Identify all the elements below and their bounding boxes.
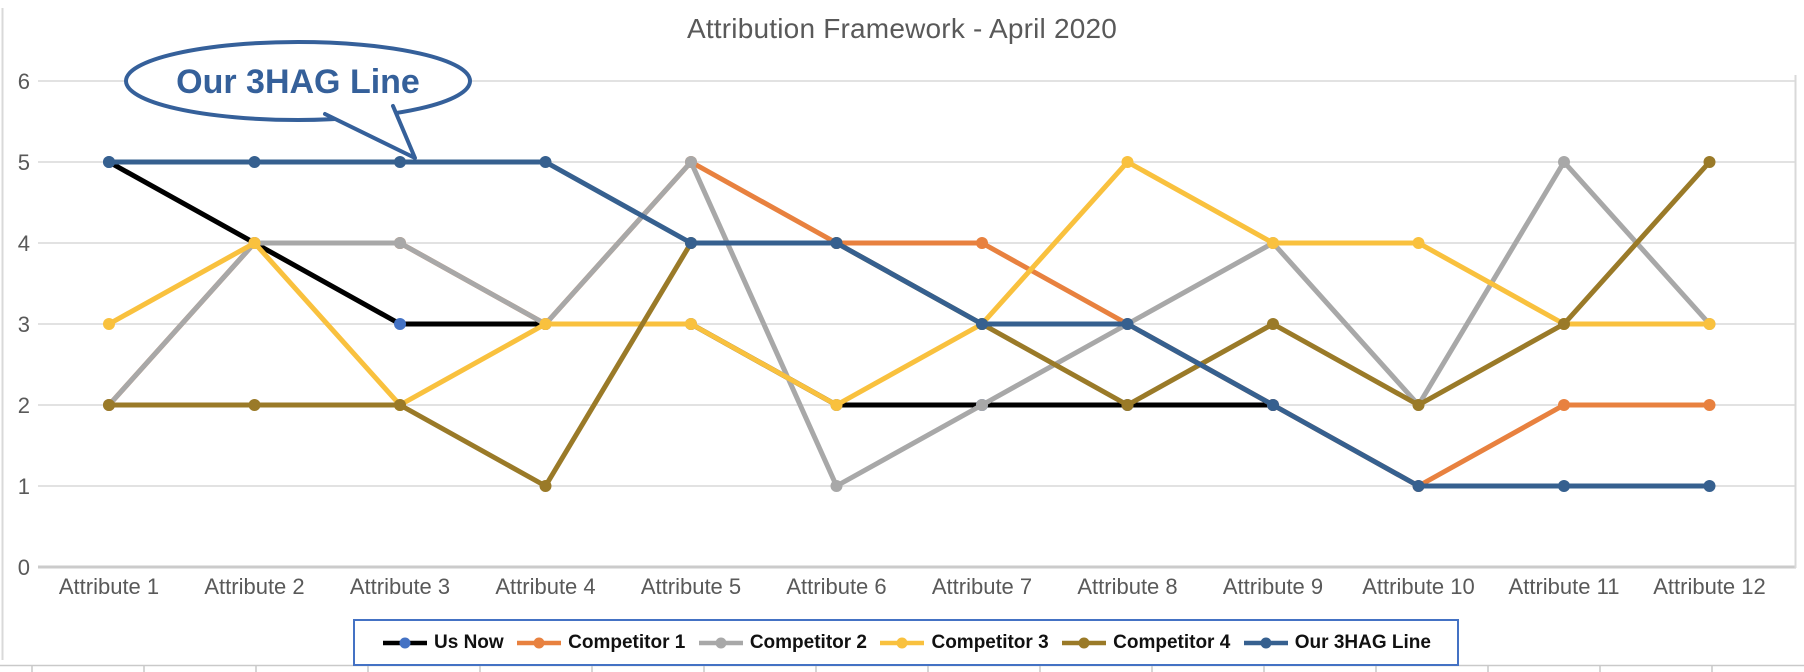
x-axis-label-attribute-12: Attribute 12 — [1653, 574, 1766, 599]
y-axis-label-5: 5 — [18, 150, 30, 175]
y-axis-label-2: 2 — [18, 393, 30, 418]
marker-our-3hag-line-attribute-10[interactable] — [1412, 480, 1425, 492]
marker-competitor-3-attribute-12[interactable] — [1703, 318, 1716, 330]
legend-item-label: Competitor 2 — [749, 631, 867, 653]
marker-our-3hag-line-attribute-6[interactable] — [830, 237, 843, 249]
legend-marker-icon — [896, 637, 908, 648]
legend-marker-icon — [715, 637, 727, 648]
marker-our-3hag-line-attribute-4[interactable] — [539, 156, 552, 168]
callout-bubble[interactable]: Our 3HAG Line — [124, 40, 472, 160]
marker-our-3hag-line-attribute-11[interactable] — [1558, 480, 1570, 492]
legend-item-label: Us Now — [434, 631, 504, 653]
plot-line-competitor-3[interactable] — [106, 159, 1712, 408]
legend-item-label: Competitor 1 — [568, 631, 686, 653]
legend-swatch-us-now — [383, 637, 427, 648]
x-axis-label-attribute-10: Attribute 10 — [1362, 574, 1475, 599]
marker-us-now-attribute-3[interactable] — [394, 318, 406, 330]
x-axis-label-attribute-5: Attribute 5 — [641, 574, 741, 599]
legend-item-competitor-2[interactable]: Competitor 2 — [697, 632, 867, 654]
marker-competitor-3-attribute-6[interactable] — [830, 399, 843, 411]
marker-competitor-3-attribute-5[interactable] — [685, 318, 697, 330]
callout-text: Our 3HAG Line — [176, 63, 420, 101]
marker-competitor-2-attribute-7[interactable] — [976, 399, 988, 411]
x-axis-label-attribute-8: Attribute 8 — [1077, 574, 1177, 599]
legend-swatch-competitor-3 — [880, 637, 925, 648]
legend-marker-icon — [399, 637, 411, 648]
marker-our-3hag-line-attribute-7[interactable] — [976, 318, 988, 330]
bottom-cell-strip — [0, 664, 1804, 672]
marker-competitor-3-attribute-10[interactable] — [1412, 237, 1425, 249]
marker-competitor-2-attribute-11[interactable] — [1558, 156, 1570, 168]
legend-swatch-competitor-1 — [517, 637, 562, 648]
marker-competitor-4-attribute-9[interactable] — [1267, 318, 1279, 330]
marker-competitor-4-attribute-3[interactable] — [394, 399, 406, 411]
marker-competitor-4-attribute-11[interactable] — [1558, 318, 1570, 330]
marker-competitor-3-attribute-8[interactable] — [1121, 156, 1134, 168]
callout-ellipse — [124, 40, 472, 122]
x-axis-label-attribute-1: Attribute 1 — [59, 574, 159, 599]
y-axis-label-1: 1 — [18, 474, 30, 499]
marker-competitor-2-attribute-6[interactable] — [830, 480, 843, 492]
marker-competitor-1-attribute-12[interactable] — [1703, 399, 1716, 411]
y-axis-label-4: 4 — [18, 231, 30, 256]
legend-item-label: Our 3HAG Line — [1294, 631, 1431, 653]
chart-title: Attribution Framework - April 2020 — [686, 13, 1118, 44]
legend-item-competitor-4[interactable]: Competitor 4 — [1060, 632, 1230, 654]
marker-competitor-3-attribute-1[interactable] — [103, 318, 115, 330]
x-axis-label-attribute-7: Attribute 7 — [932, 574, 1032, 599]
marker-our-3hag-line-attribute-2[interactable] — [248, 156, 261, 168]
legend-item-competitor-3[interactable]: Competitor 3 — [878, 631, 1049, 654]
marker-competitor-4-attribute-2[interactable] — [248, 399, 261, 411]
marker-our-3hag-line-attribute-3[interactable] — [394, 156, 406, 168]
legend-marker-icon — [1078, 637, 1090, 648]
y-axis-label-6: 6 — [18, 69, 30, 94]
marker-competitor-4-attribute-12[interactable] — [1703, 156, 1716, 168]
legend-marker-icon — [1260, 637, 1272, 648]
legend-marker-icon — [533, 637, 545, 648]
marker-competitor-3-attribute-4[interactable] — [539, 318, 552, 330]
callout-tail — [323, 104, 417, 160]
x-axis-label-attribute-11: Attribute 11 — [1509, 574, 1620, 599]
marker-competitor-1-attribute-11[interactable] — [1558, 399, 1570, 411]
marker-competitor-3-attribute-2[interactable] — [248, 237, 261, 249]
legend-item-our-3hag-line[interactable]: Our 3HAG Line — [1242, 632, 1431, 654]
x-axis-label-attribute-3: Attribute 3 — [350, 574, 450, 599]
marker-competitor-2-attribute-5[interactable] — [685, 156, 697, 168]
marker-our-3hag-line-attribute-8[interactable] — [1121, 318, 1134, 330]
x-axis-label-attribute-4: Attribute 4 — [495, 574, 595, 599]
x-axis-label-attribute-9: Attribute 9 — [1223, 574, 1323, 599]
marker-our-3hag-line-attribute-5[interactable] — [685, 237, 697, 249]
legend-item-label: Competitor 3 — [931, 631, 1049, 653]
marker-competitor-3-attribute-9[interactable] — [1267, 237, 1279, 249]
marker-competitor-4-attribute-8[interactable] — [1121, 399, 1134, 411]
marker-our-3hag-line-attribute-1[interactable] — [103, 156, 115, 168]
marker-our-3hag-line-attribute-12[interactable] — [1703, 480, 1716, 492]
legend-item-label: Competitor 4 — [1113, 631, 1231, 653]
marker-competitor-2-attribute-3[interactable] — [394, 237, 406, 249]
marker-competitor-1-attribute-7[interactable] — [976, 237, 988, 249]
marker-competitor-4-attribute-4[interactable] — [539, 480, 552, 492]
plot-line-our-3hag-line[interactable] — [106, 159, 1712, 489]
y-axis-label-0: 0 — [18, 555, 30, 580]
x-axis-label-attribute-2: Attribute 2 — [204, 574, 304, 599]
marker-competitor-4-attribute-10[interactable] — [1412, 399, 1425, 411]
legend: Us Now Competitor 1 Competitor 2 Competitor… — [353, 619, 1459, 666]
legend-swatch-competitor-4 — [1062, 637, 1107, 648]
plot-series[interactable] — [103, 156, 1716, 492]
marker-competitor-4-attribute-1[interactable] — [103, 399, 115, 411]
x-axis-label-attribute-6: Attribute 6 — [786, 574, 886, 599]
plot-line-us-now[interactable] — [106, 159, 1276, 408]
plot-line-competitor-2[interactable] — [106, 159, 1712, 489]
legend-item-competitor-1[interactable]: Competitor 1 — [515, 632, 685, 654]
marker-our-3hag-line-attribute-9[interactable] — [1267, 399, 1279, 411]
y-axis-label-3: 3 — [18, 312, 30, 337]
axis-labels: 0 1 2 3 4 5 6 Attribute 1 Attribute 2 Attribute 3… — [18, 69, 1766, 599]
legend-swatch-competitor-2 — [698, 637, 743, 648]
legend-swatch-our-3hag-line — [1243, 637, 1288, 648]
legend-item-us-now[interactable]: Us Now — [381, 632, 504, 654]
